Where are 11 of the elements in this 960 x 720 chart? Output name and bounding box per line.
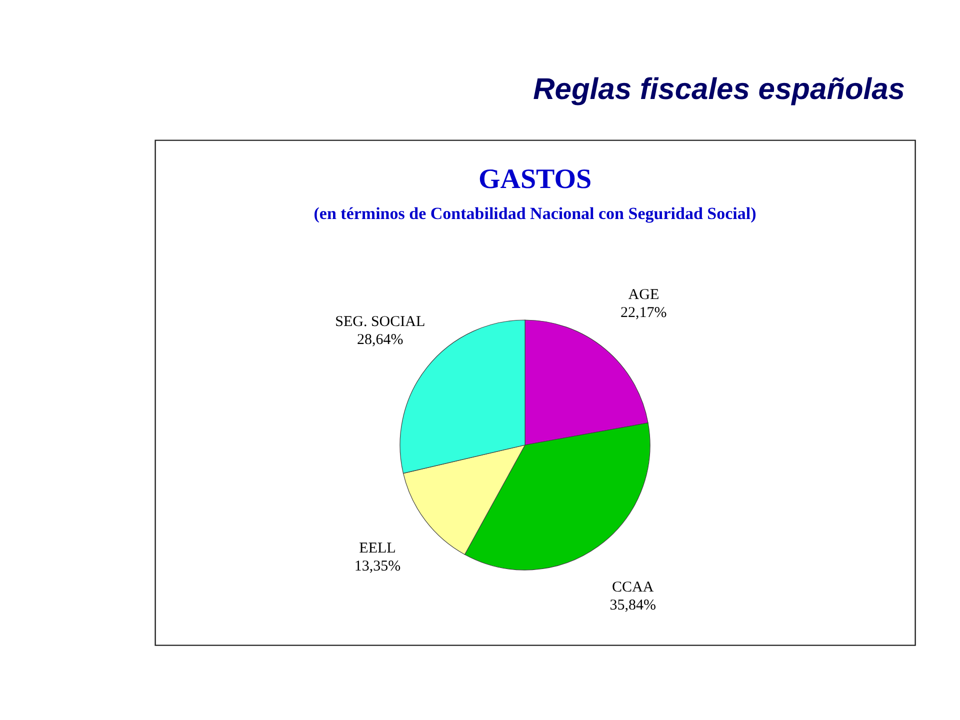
slice-label: SEG. SOCIAL [335,314,426,330]
chart-title: GASTOS [478,164,592,195]
slice-label: CCAA [612,579,654,596]
slice-label: EELL [359,540,396,557]
chart-subtitle: (en términos de Contabilidad Nacional con Seguridad Social) [314,204,756,223]
data-label: 22,17% [620,305,667,322]
text: Reglas fiscales españolas [533,73,905,106]
data-label: 28,64% [356,332,404,348]
slice-label: AGE [628,287,660,304]
data-label: 35,84% [610,597,656,614]
data-label: 13,35% [354,558,401,575]
